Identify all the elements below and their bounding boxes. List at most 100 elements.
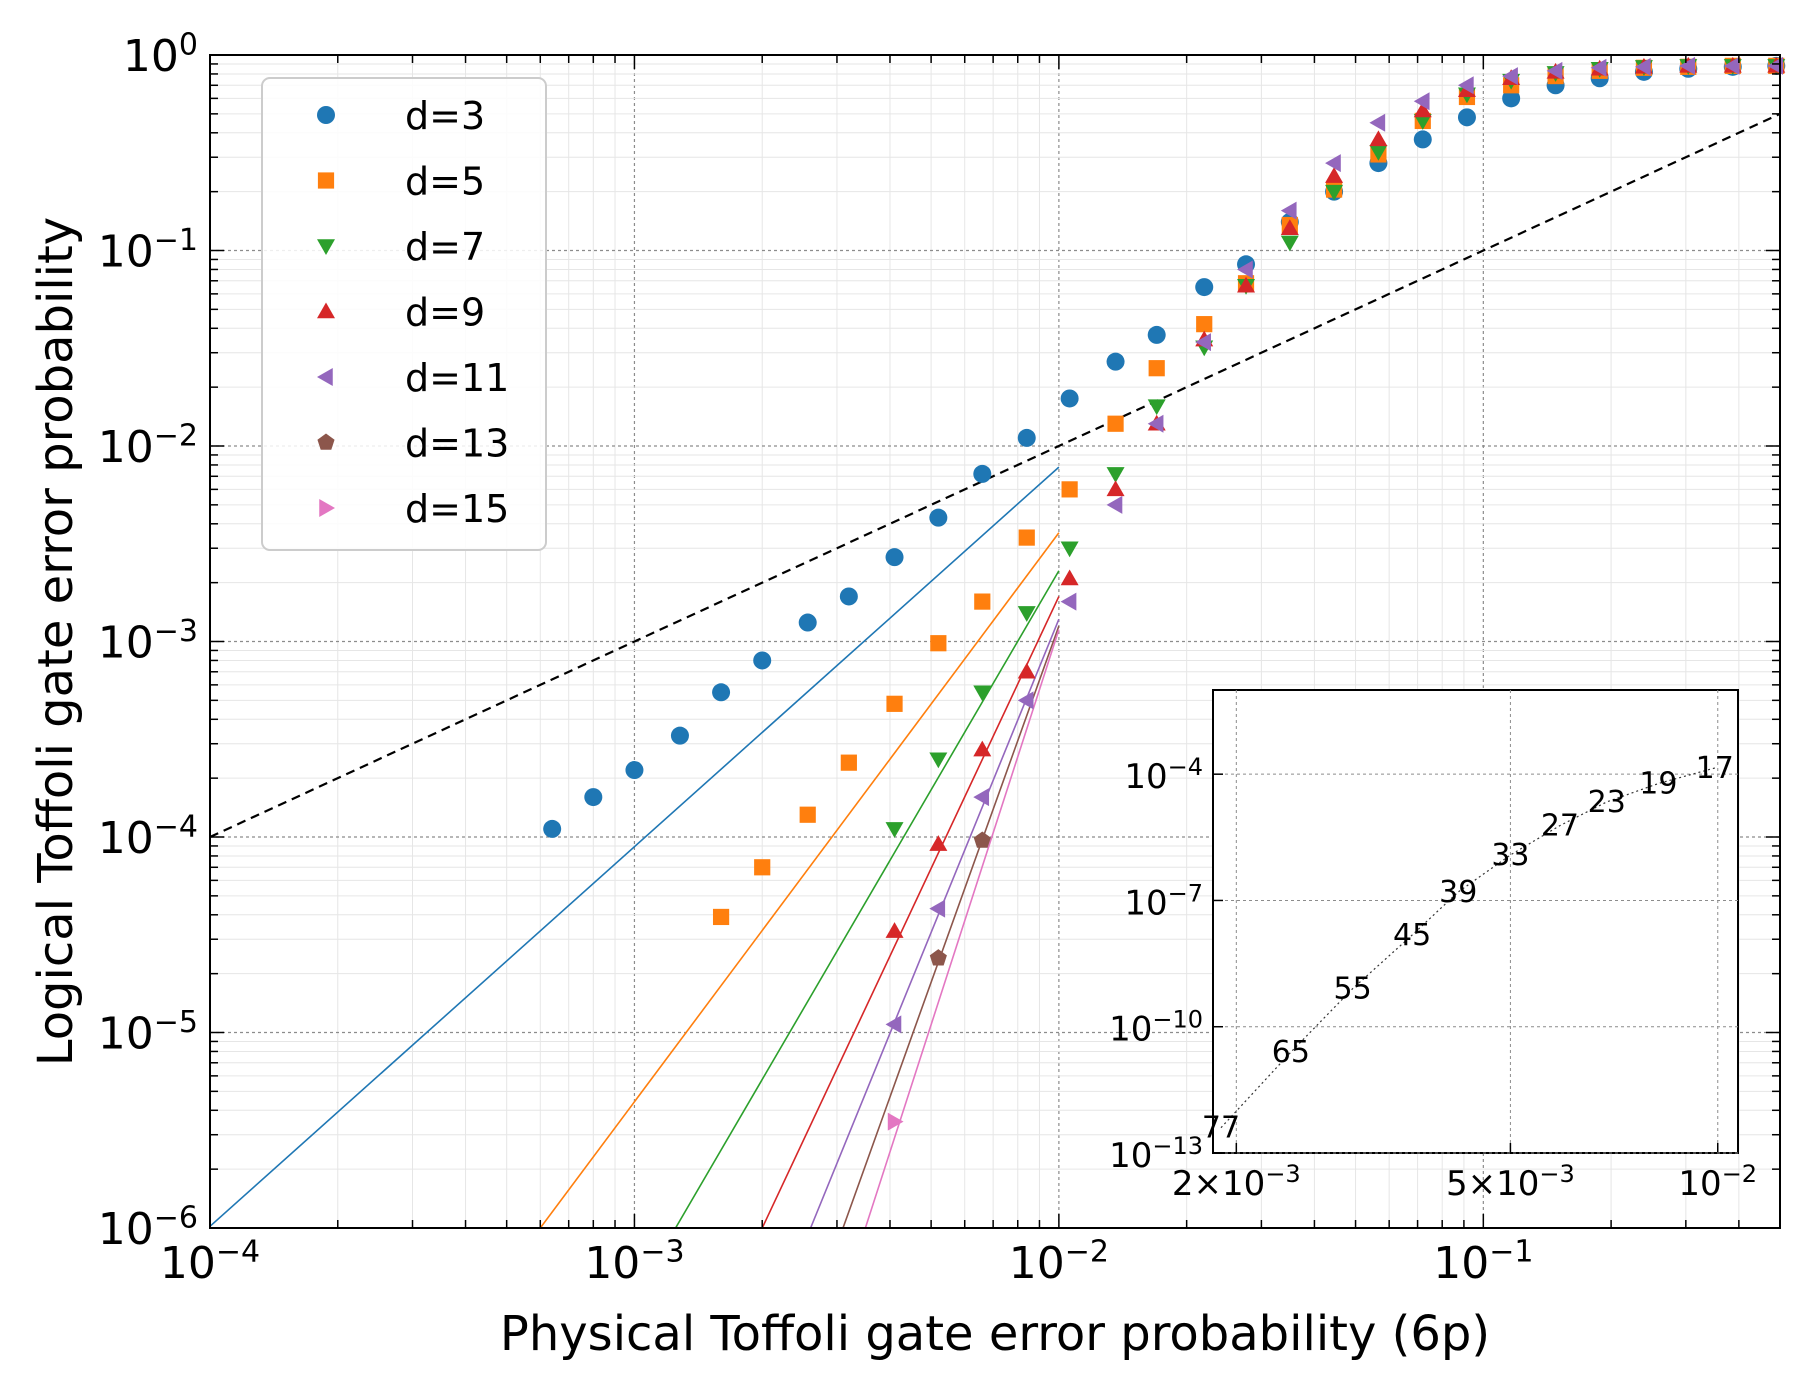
legend-marker: [317, 239, 335, 255]
data-point: [1148, 360, 1165, 377]
inset-distance-label: 33: [1491, 838, 1529, 873]
data-point: [929, 949, 947, 966]
reference-line-p-equals-pl: [210, 112, 1780, 838]
data-point: [1237, 260, 1253, 279]
data-point: [886, 695, 903, 712]
inset-x-tick-label: 5×10−3: [1446, 1160, 1575, 1204]
x-tick-label: 10−2: [1009, 1235, 1109, 1290]
data-point: [929, 899, 946, 918]
data-point: [1413, 114, 1432, 130]
x-tick-label: 10−3: [584, 1235, 684, 1290]
data-point: [1457, 108, 1476, 127]
inset-distance-label: 65: [1272, 1035, 1310, 1070]
data-point: [1369, 113, 1386, 132]
data-points: [543, 56, 1786, 1131]
x-axis-label: Physical Toffoli gate error probability …: [500, 1306, 1490, 1362]
inset-y-tick-label: 10−10: [1109, 1006, 1203, 1050]
data-point: [754, 859, 771, 876]
data-point: [885, 1015, 902, 1034]
data-point: [1060, 592, 1077, 611]
inset-distance-label: 19: [1639, 767, 1677, 802]
inset-distance-label: 77: [1202, 1111, 1240, 1146]
data-point: [1679, 56, 1696, 75]
fit-line: [809, 618, 1060, 1228]
legend-marker: [317, 433, 335, 450]
fit-line: [842, 625, 1060, 1228]
y-tick-labels: 10−6 10−5 10−4 10−3 10−2 10−1 100: [98, 28, 198, 1256]
data-point: [1106, 352, 1125, 371]
series-d-13: [929, 831, 991, 966]
inset-y-tick-label: 10−7: [1124, 879, 1203, 923]
data-point: [885, 548, 904, 567]
data-point: [1106, 467, 1125, 483]
data-point: [798, 613, 817, 632]
legend-label: d=7: [405, 225, 485, 269]
data-point: [1147, 325, 1166, 344]
data-point: [1017, 606, 1036, 622]
fit-line: [761, 596, 1060, 1228]
inset-distance-label: 23: [1588, 785, 1626, 820]
data-point: [973, 788, 990, 807]
data-point: [1018, 529, 1035, 546]
tick-marks: [209, 54, 1781, 1229]
legend-marker: [317, 368, 333, 386]
data-point: [1106, 480, 1125, 497]
data-point: [799, 806, 816, 823]
inset-distance-label: 45: [1393, 918, 1431, 953]
data-point: [1546, 61, 1563, 80]
legend-label: d=9: [405, 291, 485, 335]
data-point: [1723, 56, 1740, 75]
data-point: [1017, 691, 1034, 710]
legend-label: d=5: [405, 160, 485, 204]
legend-marker: [317, 172, 335, 189]
fit-line: [864, 629, 1060, 1228]
data-point: [973, 831, 991, 848]
data-point: [973, 464, 992, 483]
y-tick-label: 10−2: [98, 419, 198, 474]
data-point: [1369, 144, 1388, 161]
inset-distance-label: 17: [1696, 751, 1734, 786]
y-tick-label: 10−6: [98, 1201, 198, 1256]
fit-line: [674, 570, 1060, 1228]
data-point: [1280, 201, 1297, 220]
legend-label: d=15: [405, 487, 509, 531]
data-point: [1237, 276, 1256, 293]
inset-x-tick-label: 2×10−3: [1172, 1160, 1301, 1204]
legend-label: d=3: [405, 94, 485, 138]
data-point: [1413, 130, 1432, 149]
data-point: [1107, 415, 1124, 432]
data-point: [1369, 130, 1388, 147]
data-point: [1017, 662, 1036, 679]
data-point: [1017, 428, 1036, 447]
data-point: [885, 922, 904, 938]
inset-y-tick-label: 10−13: [1109, 1132, 1203, 1176]
data-point: [1280, 219, 1299, 235]
data-point: [1195, 333, 1211, 352]
data-point: [840, 754, 857, 771]
data-point: [973, 685, 992, 702]
legend-marker: [319, 499, 335, 517]
fit-line: [210, 466, 1060, 1227]
x-tick-labels: 10−4 10−3 10−2 10−1: [160, 1235, 1534, 1290]
data-point: [1060, 541, 1079, 558]
data-point: [929, 508, 948, 527]
series-d-15: [887, 1112, 904, 1131]
inset-frame: [1212, 689, 1739, 1154]
data-point: [712, 908, 730, 926]
legend-box: [261, 77, 547, 551]
data-point: [974, 593, 991, 610]
data-point: [1457, 76, 1474, 95]
legend-marker: [317, 302, 335, 319]
y-tick-label: 10−3: [98, 614, 198, 669]
data-point: [1325, 167, 1344, 183]
inset-distance-label: 55: [1333, 972, 1371, 1007]
data-point: [1147, 414, 1164, 433]
data-point: [712, 683, 731, 702]
data-point: [625, 761, 644, 780]
data-point: [839, 587, 858, 606]
data-point: [930, 635, 947, 652]
y-tick-label: 10−1: [98, 223, 198, 278]
y-tick-label: 10−5: [98, 1005, 198, 1060]
legend: d=3 d=5 d=7 d=9 d=11 d=13 d=15: [261, 77, 547, 551]
